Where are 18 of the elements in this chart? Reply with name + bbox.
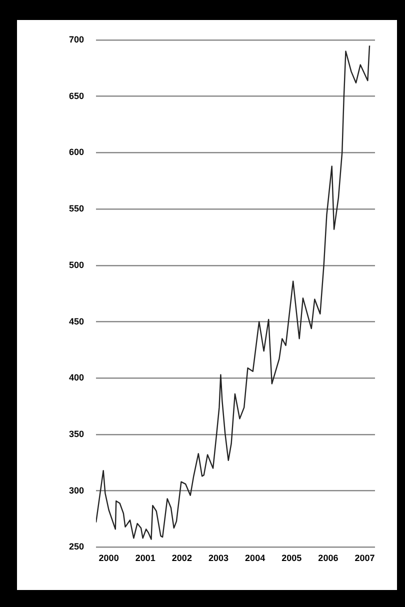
x-tick-label: 2007 xyxy=(354,553,375,564)
y-tick-label: 550 xyxy=(68,204,84,214)
x-tick-label: 2005 xyxy=(282,553,302,564)
y-tick-label: 300 xyxy=(68,485,84,496)
x-tick-label: 2000 xyxy=(98,553,119,564)
x-tick-label: 2004 xyxy=(245,553,266,564)
x-tick-label: 2001 xyxy=(135,553,156,564)
y-tick-label: 650 xyxy=(68,90,84,101)
y-tick-label: 250 xyxy=(68,542,84,552)
y-tick-label: 600 xyxy=(68,147,84,158)
x-tick-label: 2002 xyxy=(172,553,192,564)
x-tick-label: 2003 xyxy=(208,553,229,564)
y-tick-label: 350 xyxy=(68,428,84,439)
y-tick-label: 500 xyxy=(68,260,84,270)
y-tick-label: 400 xyxy=(68,372,84,383)
x-tick-label: 2006 xyxy=(318,553,338,564)
y-tick-label: 450 xyxy=(68,316,84,326)
y-tick-label: 700 xyxy=(68,34,84,44)
